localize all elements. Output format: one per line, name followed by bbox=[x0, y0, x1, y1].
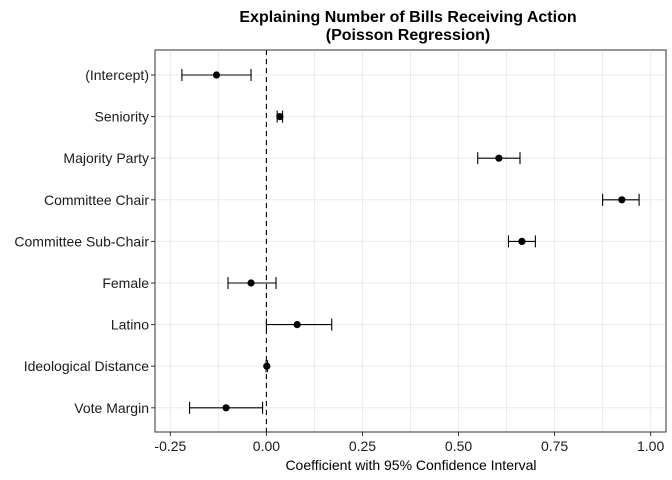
point-estimate bbox=[276, 113, 284, 121]
point-estimate bbox=[495, 154, 503, 162]
point-estimate bbox=[212, 71, 221, 79]
x-tick-label: 1.00 bbox=[637, 438, 664, 454]
x-tick-label: 0.50 bbox=[445, 438, 472, 454]
y-tick-label: Vote Margin bbox=[74, 400, 149, 416]
y-tick-label: Seniority bbox=[95, 109, 149, 125]
x-tick-label: 0.75 bbox=[541, 438, 568, 454]
x-axis-title: Coefficient with 95% Confidence Interval bbox=[285, 457, 536, 473]
y-tick-label: Latino bbox=[111, 317, 149, 333]
point-estimate bbox=[263, 362, 271, 370]
point-estimate bbox=[222, 404, 230, 412]
point-estimate bbox=[293, 321, 301, 329]
chart-subtitle: (Poisson Regression) bbox=[326, 27, 490, 44]
y-tick-label: Ideological Distance bbox=[24, 358, 150, 374]
x-tick-label: 0.25 bbox=[349, 438, 376, 454]
chart-title: Explaining Number of Bills Receiving Act… bbox=[239, 9, 576, 26]
point-estimate bbox=[618, 196, 626, 204]
x-tick-label: -0.25 bbox=[154, 438, 186, 454]
y-tick-label: Committee Chair bbox=[44, 192, 149, 208]
x-tick-label: 0.00 bbox=[253, 438, 280, 454]
y-tick-label: Female bbox=[102, 275, 149, 291]
plot-area: (Intercept) Seniority Majority Party Commit… bbox=[14, 49, 667, 454]
y-tick-label: Majority Party bbox=[63, 150, 149, 166]
y-tick-label: (Intercept) bbox=[85, 67, 149, 83]
y-tick-label: Committee Sub-Chair bbox=[14, 233, 149, 249]
point-estimate bbox=[247, 279, 255, 287]
point-estimate bbox=[518, 237, 526, 245]
